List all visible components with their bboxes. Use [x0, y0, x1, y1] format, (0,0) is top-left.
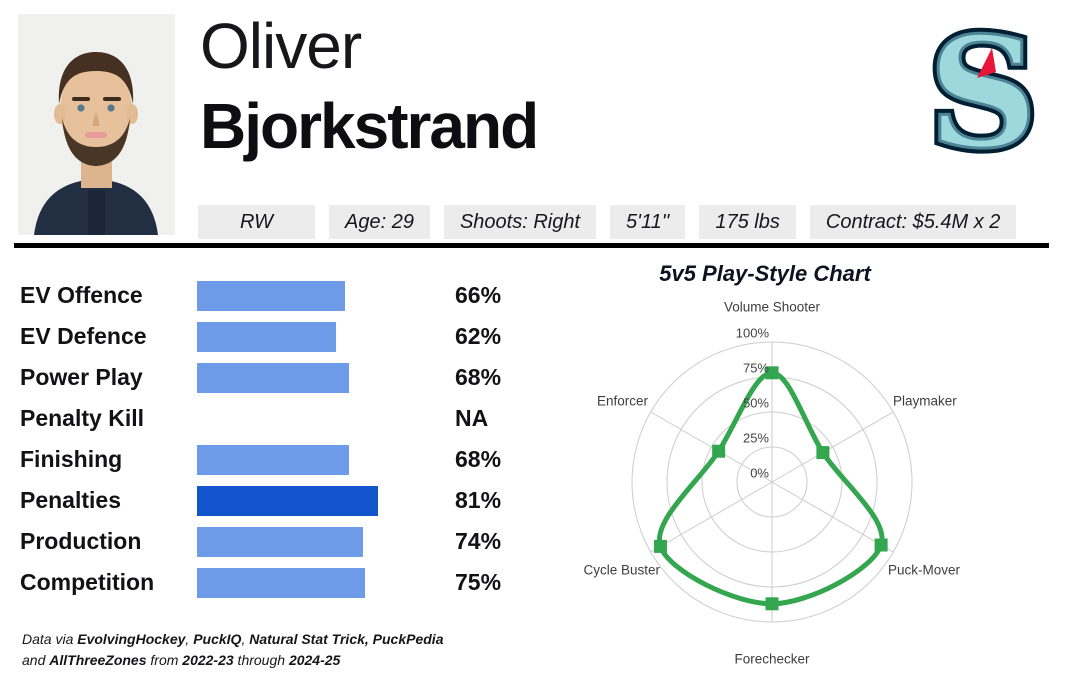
skill-bar-track [197, 567, 432, 598]
skill-label: Finishing [20, 446, 123, 472]
attribution-segment: and [22, 652, 50, 668]
radar-tick-label: 0% [750, 465, 769, 480]
radar-axis-label: Playmaker [893, 394, 957, 409]
skill-bar [197, 567, 365, 598]
radar-chart: 0% 25% 50% 75% 100% Volume Shooter Playmaker Pu… [583, 300, 961, 667]
skill-bar [197, 280, 345, 311]
skill-bar-track [197, 444, 432, 475]
skill-label: EV Offence [20, 282, 143, 308]
skill-value: 68% [455, 364, 502, 390]
player-info-badges: RW Age: 29 Shoots: Right 5'11'' 175 lbs Contr… [198, 205, 1017, 239]
skill-label: EV Defence [20, 323, 147, 349]
skill-bar [197, 362, 350, 393]
radar-tick-label: 50% [743, 395, 769, 410]
attribution-segment: from [146, 652, 183, 668]
skill-row: Production 74% [20, 521, 501, 562]
attribution-segment: 2024-25 [288, 652, 341, 668]
skill-bar-track [197, 280, 432, 311]
skill-value: 81% [455, 487, 502, 513]
skill-bar-track [197, 485, 432, 516]
attribution-segment: AllThreeZones [49, 652, 147, 668]
info-badge-4: 175 lbs [699, 205, 796, 239]
attribution-segment: PuckIQ [193, 631, 242, 647]
attribution-segment: Data via [22, 631, 78, 647]
player-last-name: Bjorkstrand [200, 90, 539, 162]
radar-axis-spoke [771, 481, 894, 553]
skill-row: Power Play 68% [20, 357, 501, 398]
skill-bar [197, 526, 363, 557]
radar-data-line [656, 370, 885, 607]
skill-value: 68% [455, 446, 502, 472]
skill-value: NA [455, 405, 489, 431]
attribution-segment: 2022-23 [182, 652, 234, 668]
header-divider [14, 243, 1049, 248]
skill-row: Penalties 81% [20, 480, 501, 521]
radar-axis-label: Enforcer [597, 394, 649, 409]
player-photo [18, 14, 175, 235]
skill-bar [197, 485, 379, 516]
radar-data-point [653, 539, 667, 553]
skill-value: 75% [455, 569, 502, 595]
radar-tick-label: 25% [743, 430, 769, 445]
attribution-line-1: and AllThreeZones from 2022-23 through 2… [22, 650, 443, 671]
attribution-segment: through [233, 652, 289, 668]
player-headshot-icon [18, 14, 175, 235]
radar-tick-label: 100% [736, 325, 770, 340]
skill-bar-chart: EV Offence 66% EV Defence 62% Power Play 68% P… [20, 275, 501, 603]
attribution-segment: , [185, 631, 194, 647]
skill-label: Penalties [20, 487, 121, 513]
radar-tick-label: 75% [743, 360, 769, 375]
skill-label: Competition [20, 569, 155, 595]
skill-bar [197, 444, 350, 475]
skill-bar-track [197, 404, 432, 434]
info-badge-1: Age: 29 [329, 205, 430, 239]
radar-axis-label: Puck-Mover [888, 563, 961, 578]
skill-value: 66% [455, 282, 502, 308]
attribution-segment: Natural Stat Trick, PuckPedia [249, 631, 444, 647]
radar-chart-title: 5v5 Play-Style Chart [659, 261, 871, 286]
player-name: Oliver Bjorkstrand [200, 10, 539, 162]
info-badge-3: 5'11'' [610, 205, 686, 239]
radar-axis-label: Forechecker [734, 652, 810, 667]
radar-axis-spoke [650, 481, 773, 553]
team-logo: S S [918, 0, 1048, 188]
player-first-name: Oliver [200, 10, 362, 82]
radar-data-point [816, 446, 830, 460]
radar-data-point [765, 597, 779, 611]
data-attribution: Data via EvolvingHockey, PuckIQ, Natural… [22, 629, 443, 671]
skill-row: Finishing 68% [20, 439, 501, 480]
radar-axis-label: Volume Shooter [724, 300, 821, 315]
radar-axis-spoke [771, 411, 894, 483]
radar-axis-label: Cycle Buster [583, 563, 660, 578]
skill-row: Competition 75% [20, 562, 501, 603]
attribution-line-0: Data via EvolvingHockey, PuckIQ, Natural… [22, 629, 443, 650]
svg-text:S: S [928, 16, 1038, 178]
attribution-segment: EvolvingHockey [77, 631, 186, 647]
skill-label: Power Play [20, 364, 143, 390]
attribution-segment: , [241, 631, 250, 647]
skill-row: Penalty Kill NA [20, 398, 501, 439]
radar-data-point [712, 444, 726, 458]
kraken-s-icon: S S [923, 0, 1044, 188]
svg-text:S: S [928, 16, 1038, 178]
skill-label: Penalty Kill [20, 405, 144, 431]
info-badge-5: Contract: $5.4M x 2 [809, 205, 1017, 239]
radar-data-point [765, 366, 779, 380]
skill-bar-track [197, 321, 432, 352]
skill-value: 62% [455, 323, 502, 349]
skill-value: 74% [455, 528, 502, 554]
skill-bar-track [197, 526, 432, 557]
skill-bar-track [197, 362, 432, 393]
skill-bar [197, 321, 336, 352]
skill-row: EV Defence 62% [20, 316, 501, 357]
info-badge-0: RW [198, 205, 315, 239]
radar-axis-spoke [650, 411, 773, 483]
radar-data-point [874, 538, 888, 552]
skill-label: Production [20, 528, 142, 554]
info-badge-2: Shoots: Right [443, 205, 597, 239]
skill-row: EV Offence 66% [20, 275, 501, 316]
